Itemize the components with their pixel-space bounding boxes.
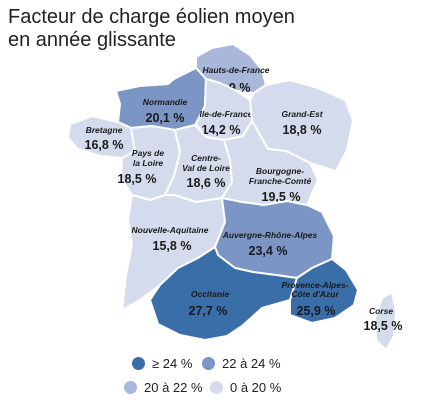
region-grand-est[interactable]: Grand-Est 18,8 % (249, 79, 354, 172)
legend-swatch-light-blue (124, 381, 137, 394)
region-value-normandie: 20,1 % (146, 111, 185, 125)
region-name-auvergne-rhone-alpes: Auvergne-Rhône-Alpes (222, 230, 318, 240)
legend-swatch-medium-blue (202, 357, 215, 370)
region-bretagne[interactable]: Bretagne 16,8 % (67, 115, 136, 159)
region-value-ile-de-france: 14,2 % (202, 123, 241, 137)
legend-label: ≥ 24 % (152, 356, 193, 371)
region-nouvelle-aquitaine[interactable]: Nouvelle-Aquitaine 15,8 % (121, 194, 226, 311)
region-value-grand-est: 18,8 % (283, 123, 322, 137)
map-title: Facteur de charge éolien moyen en année … (8, 6, 295, 52)
region-name-grand-est: Grand-Est (281, 109, 323, 119)
legend-item-ge-24: ≥ 24 % (132, 356, 192, 371)
region-occitanie[interactable]: Occitanie 27,7 % (149, 246, 298, 341)
map-title-line-1: Facteur de charge éolien moyen (8, 6, 295, 28)
legend-item-0-20: 0 à 20 % (210, 380, 281, 395)
legend-label: 20 à 22 % (144, 380, 203, 395)
region-name-provence-alpes-cote-dazur: Provence-Alpes-Côte d'Azur (281, 280, 348, 299)
region-name-hauts-de-france: Hauts-de-France (202, 65, 269, 75)
region-corse[interactable]: Corse 18,5 % (364, 291, 403, 351)
region-name-ile-de-france: Ile-de-France (200, 109, 253, 119)
region-name-occitanie: Occitanie (191, 289, 230, 299)
legend-item-20-22: 20 à 22 % (124, 380, 203, 395)
region-value-bretagne: 16,8 % (85, 138, 124, 152)
region-pays-de-la-loire[interactable]: Pays de la Loire 18,5 % (118, 125, 181, 201)
region-name-bretagne: Bretagne (86, 125, 123, 135)
region-name-bourgogne-franche-comte: Bourgogne-Franche-Comté (249, 166, 312, 186)
region-provence-alpes-cote-dazur[interactable]: Provence-Alpes-Côte d'Azur 25,9 % (281, 258, 359, 324)
region-value-nouvelle-aquitaine: 15,8 % (153, 239, 192, 253)
map-title-line-2: en année glissante (8, 29, 176, 51)
region-name-nouvelle-aquitaine: Nouvelle-Aquitaine (132, 225, 209, 235)
region-normandie[interactable]: Normandie 20,1 % (115, 67, 207, 131)
legend-label: 22 à 24 % (222, 356, 281, 371)
region-name-pays-de-la-loire: Pays de la Loire (132, 148, 164, 168)
region-value-auvergne-rhone-alpes: 23,4 % (249, 244, 288, 258)
region-value-pays-de-la-loire: 18,5 % (118, 172, 157, 186)
region-value-occitanie: 27,7 % (189, 304, 228, 318)
region-value-centre-val-de-loire: 18,6 % (187, 176, 226, 190)
legend-swatch-pale-blue (210, 381, 223, 394)
region-value-bourgogne-franche-comte: 19,5 % (262, 190, 301, 204)
region-value-corse: 18,5 % (364, 319, 403, 333)
region-name-normandie: Normandie (143, 97, 188, 107)
region-name-centre-val-de-loire: Centre-Val de Loire (182, 153, 230, 173)
region-name-corse: Corse (369, 306, 393, 316)
legend-label: 0 à 20 % (230, 380, 282, 395)
legend-item-22-24: 22 à 24 % (202, 356, 281, 371)
region-value-provence-alpes-cote-dazur: 25,9 % (297, 304, 336, 318)
legend-swatch-dark-blue (132, 357, 145, 370)
region-auvergne-rhone-alpes[interactable]: Auvergne-Rhône-Alpes 23,4 % (214, 197, 335, 279)
region-centre-val-de-loire[interactable]: Centre-Val de Loire 18,6 % (164, 124, 233, 203)
